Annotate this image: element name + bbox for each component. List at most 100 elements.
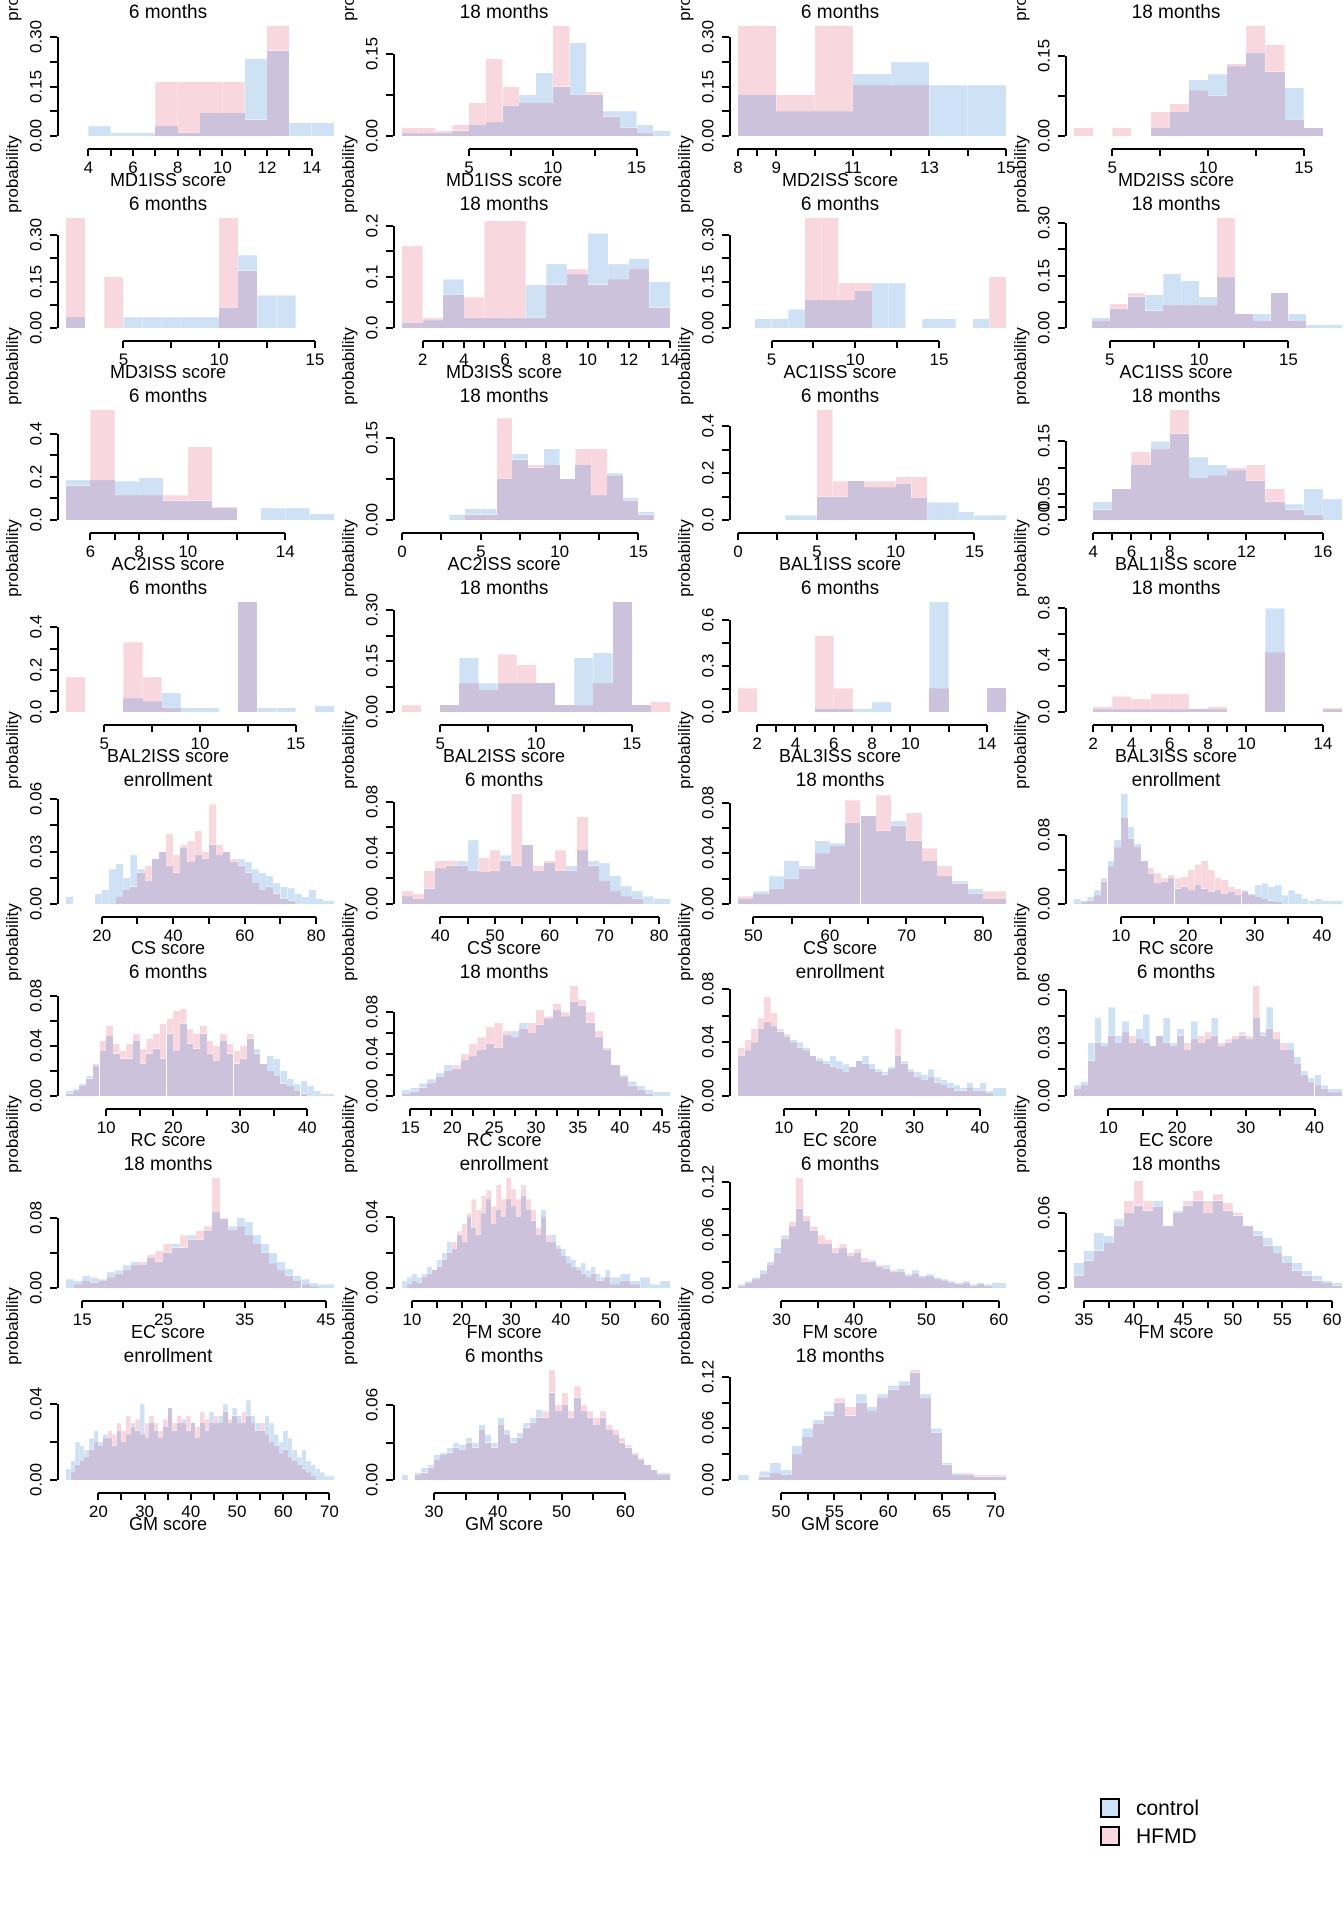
histogram-bar [74,1280,83,1285]
histogram-bar [485,122,503,136]
histogram-bar [1093,501,1113,510]
histogram-bar [1181,876,1188,888]
histogram-bar [1246,480,1266,520]
histogram-bar [1328,1092,1342,1096]
y-tick-mark [50,850,57,853]
histogram-bar [973,1476,985,1480]
x-tick-mark-minor [435,1301,438,1308]
histogram-bar [1252,321,1271,328]
y-tick-mark [386,52,393,55]
y-tick-mark-minor [386,250,393,253]
histogram-bar [636,1089,645,1096]
histogram-bar [1169,693,1189,710]
histogram-bar [939,318,956,328]
histogram-bar [1190,1039,1198,1096]
histogram-bar [836,1061,843,1070]
histogram-bar [137,872,145,904]
histogram-bar [919,1277,927,1288]
histogram-bar [783,878,800,904]
histogram-bar [810,1230,818,1288]
histogram-bar [130,1265,140,1288]
y-tick-label: 0.12 [698,1165,718,1199]
x-tick-mark-minor [483,341,486,348]
x-axis-label: FM score [466,1322,542,1342]
legend-item-control[interactable]: control [1100,1794,1199,1822]
y-axis-line [393,1012,395,1096]
histogram-bar [505,220,526,318]
histogram-bar [791,1445,803,1454]
histogram-bar [402,133,419,136]
histogram-bar [435,133,453,136]
x-tick-mark [660,1109,663,1116]
histogram-bar [781,1235,789,1239]
y-tick-mark-minor [722,110,729,113]
histogram-bar [1303,127,1323,136]
histogram-bar [477,1049,486,1096]
x-tick-mark-minor [896,341,899,348]
histogram-bar [79,1445,85,1461]
x-tick-label: 15 [286,734,306,753]
panel-title: enrollment [1131,770,1221,791]
histogram-bar [525,284,547,318]
histogram-bar [497,683,517,712]
y-tick-label: 0.2 [26,657,46,682]
x-tick-mark [913,1109,916,1116]
x-tick-mark [1245,533,1248,540]
histogram-bar [1248,893,1255,896]
x-tick-mark [978,1109,981,1116]
histogram-bar [516,1432,524,1438]
x-tick-mark [1245,725,1248,732]
panel-title: 18 months [459,578,549,599]
histogram-bar [595,1273,601,1281]
histogram-bar [232,1407,237,1416]
x-tick-label: 10 [1111,926,1131,945]
x-tick-label: 30 [905,1118,924,1137]
histogram-bar [766,1261,775,1265]
y-tick-mark [722,1479,729,1481]
histogram-bar [577,850,588,904]
x-tick-mark-minor [576,917,579,924]
histogram-bar [1112,488,1132,520]
y-axis-label: probability [339,327,358,405]
x-tick-mark-minor [1153,917,1156,924]
histogram-bar [92,1063,100,1067]
histogram-bar [179,1023,187,1096]
histogram-bar [842,1063,850,1072]
histogram-bar [106,1026,113,1036]
histogram-bar [283,1430,288,1450]
histogram-bar [1093,706,1113,710]
x-tick-mark-minor [1111,725,1114,732]
y-tick-mark [50,519,57,521]
histogram-bar [1074,1085,1081,1090]
histogram-bar [1265,652,1285,712]
histogram-bar [465,1442,473,1480]
y-tick-mark [50,1216,57,1219]
histogram-bar [1245,1035,1253,1039]
histogram-bar [1128,1042,1136,1096]
x-tick-mark [851,149,854,156]
histogram-bar [516,683,536,712]
x-tick-mark-minor [1153,341,1156,348]
histogram-bar [406,1284,412,1288]
histogram-bar [75,1442,80,1465]
y-tick-mark-minor [50,689,57,692]
legend-item-hfmd[interactable]: HFMD [1100,1822,1199,1850]
histogram-bar [940,1279,949,1282]
histogram-bar [238,270,258,328]
x-tick-mark [421,341,424,348]
histogram-bar [612,1435,619,1480]
x-tick-mark-minor [514,1109,517,1116]
y-tick-mark [386,1216,393,1219]
y-tick-mark-minor [50,876,57,879]
histogram-bar [1280,1042,1287,1050]
x-tick-label: 40 [844,1310,864,1329]
x-tick-mark-minor [813,149,816,156]
plot-area [1074,26,1342,136]
histogram-bar [963,1473,974,1475]
histogram-bar [991,1282,1006,1288]
histogram-bar [309,513,334,520]
histogram-bar [1288,321,1307,328]
histogram-panel: 18 months probability 0.00 0.15 0.30 5 10 15 AC1… [1008,135,1344,384]
histogram-bar [593,683,613,712]
histogram-bar [852,85,892,136]
